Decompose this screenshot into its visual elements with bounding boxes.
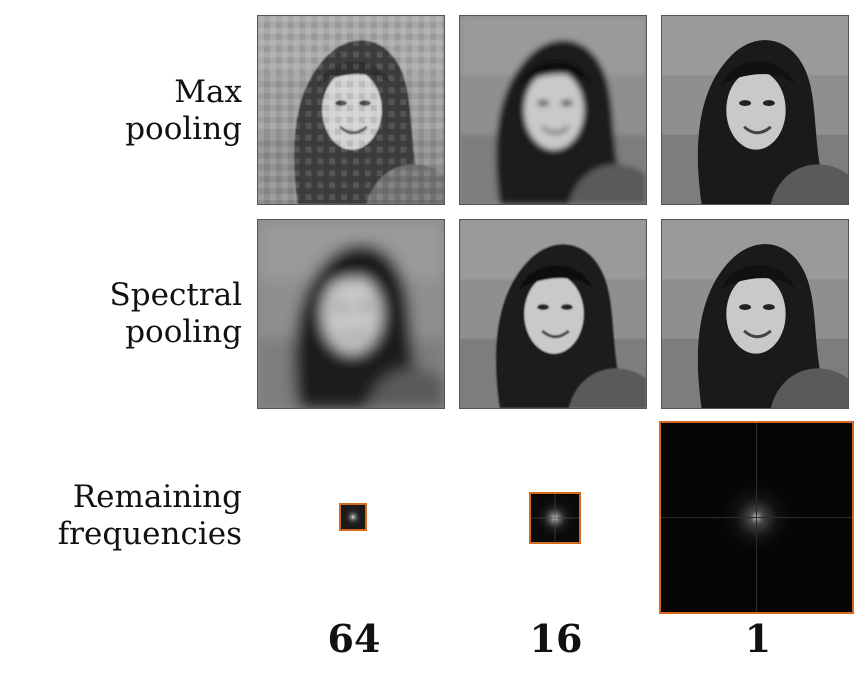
factor-label-1: 1 — [744, 616, 772, 661]
spectral-pooling-image-64 — [257, 219, 445, 409]
row-label-line: Remaining — [72, 479, 242, 515]
factor-label-64: 64 — [327, 616, 381, 661]
spectral-pooling-image-1 — [661, 219, 849, 409]
frequency-spectrum-1 — [659, 421, 854, 614]
frequency-spectrum-64 — [339, 503, 367, 531]
factor-label-16: 16 — [529, 616, 583, 661]
row-label-line: pooling — [125, 111, 242, 147]
max-pooling-image-1 — [661, 15, 849, 205]
row-label-max-pooling: Max pooling — [125, 74, 242, 148]
row-label-line: Spectral — [109, 277, 242, 313]
row-label-line: frequencies — [57, 516, 242, 552]
row-label-spectral-pooling: Spectral pooling — [110, 277, 242, 351]
spectral-pooling-image-16 — [459, 219, 647, 409]
row-label-line: pooling — [125, 314, 242, 350]
max-pooling-image-64 — [257, 15, 445, 205]
max-pooling-image-16 — [459, 15, 647, 205]
frequency-spectrum-16 — [529, 492, 581, 544]
row-label-remaining-frequencies: Remaining frequencies — [58, 479, 242, 553]
row-label-line: Max — [174, 74, 242, 110]
